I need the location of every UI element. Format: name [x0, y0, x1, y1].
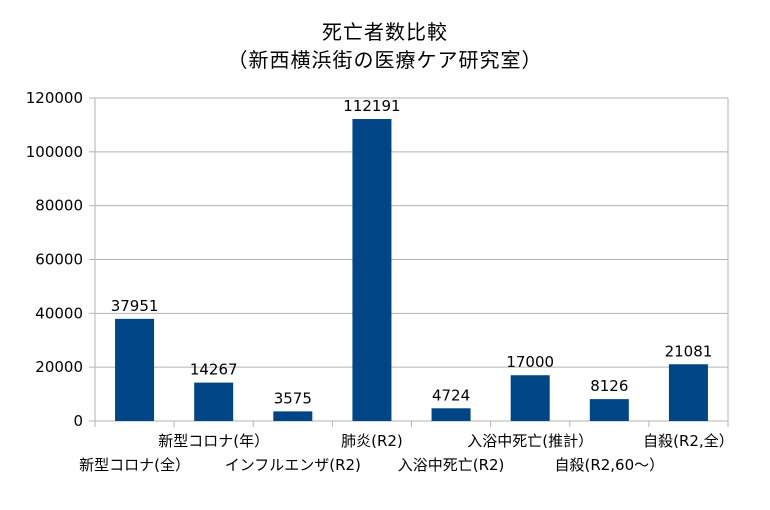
y-tick-label: 0: [73, 412, 83, 430]
data-label: 8126: [590, 377, 628, 395]
x-category-label: 入浴中死亡(R2): [398, 456, 505, 474]
bar: [352, 119, 392, 421]
y-tick-label: 60000: [35, 251, 83, 269]
data-label: 17000: [506, 353, 554, 371]
bar: [194, 382, 234, 421]
data-label: 14267: [190, 361, 238, 379]
x-category-label: 自殺(R2,60～）: [554, 456, 664, 474]
bar: [431, 408, 471, 421]
x-category-label: 新型コロナ(全）: [79, 456, 190, 474]
bar: [115, 318, 155, 421]
chart-subtitle: （新西横浜街の医療ケア研究室）: [227, 48, 543, 72]
y-tick-label: 20000: [35, 358, 83, 376]
data-label: 4724: [432, 386, 470, 404]
x-category-label: 自殺(R2,全）: [643, 432, 734, 450]
data-label: 37951: [111, 297, 159, 315]
data-label: 3575: [274, 389, 312, 407]
x-category-label: 入浴中死亡(推計）: [467, 432, 593, 450]
bar: [589, 399, 629, 421]
bar: [510, 375, 550, 421]
data-label: 21081: [665, 342, 713, 360]
y-tick-label: 120000: [26, 89, 83, 107]
bar: [668, 364, 708, 421]
bar: [273, 411, 313, 421]
x-category-label: インフルエンザ(R2): [225, 456, 361, 474]
x-category-label: 肺炎(R2): [341, 432, 403, 450]
y-tick-label: 100000: [26, 143, 83, 161]
y-tick-label: 40000: [35, 304, 83, 322]
data-label: 112191: [343, 97, 400, 115]
y-tick-label: 80000: [35, 197, 83, 215]
x-category-label: 新型コロナ(年）: [158, 432, 269, 450]
chart-title: 死亡者数比較: [322, 20, 448, 44]
